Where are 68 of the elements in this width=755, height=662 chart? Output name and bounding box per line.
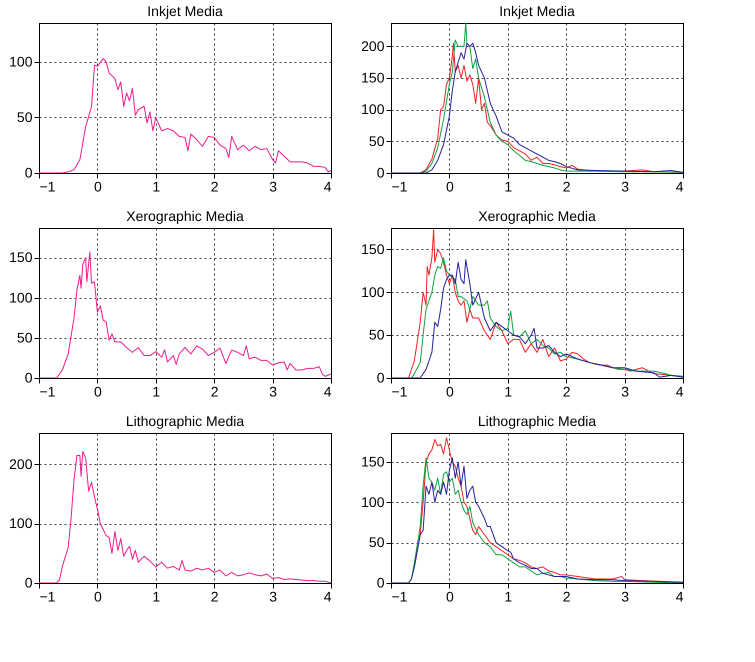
x-tick-label: 0 — [446, 384, 454, 400]
y-tick-label: 200 — [9, 456, 33, 472]
line-series — [39, 252, 331, 378]
x-tick-label: 4 — [324, 588, 332, 604]
chart-title: Xerographic Media — [126, 208, 244, 224]
line-series — [39, 58, 331, 173]
y-tick-label: 0 — [24, 370, 33, 386]
y-tick-label: 100 — [9, 53, 33, 70]
x-tick-label: 2 — [210, 588, 219, 604]
x-tick-label: −1 — [40, 178, 56, 194]
x-tick-label: 1 — [504, 588, 512, 604]
x-tick-label: 2 — [210, 384, 219, 400]
y-tick-label: 0 — [376, 370, 385, 386]
y-tick-label: 150 — [361, 240, 385, 257]
x-tick-label: −1 — [40, 588, 56, 604]
chart-title: Lithographic Media — [126, 413, 244, 429]
y-tick-label: 150 — [361, 70, 385, 86]
x-tick-label: 1 — [504, 384, 512, 400]
x-tick-label: 1 — [152, 178, 160, 194]
y-tick-label: 100 — [361, 101, 385, 118]
x-tick-label: 3 — [621, 588, 630, 604]
x-tick-label: 3 — [621, 384, 630, 400]
x-tick-label: 0 — [446, 588, 454, 604]
line-series — [39, 450, 331, 583]
x-tick-label: 3 — [269, 588, 278, 604]
y-tick-label: 100 — [9, 515, 33, 532]
x-tick-label: 3 — [621, 178, 630, 194]
y-tick-label: 0 — [376, 574, 385, 590]
y-tick-label: 0 — [24, 164, 33, 180]
x-tick-label: 1 — [504, 178, 512, 194]
x-tick-label: 2 — [562, 178, 571, 194]
y-tick-label: 100 — [9, 289, 33, 306]
x-tick-label: 2 — [210, 178, 219, 194]
chart-title: Inkjet Media — [147, 3, 223, 19]
x-tick-label: −1 — [40, 384, 56, 400]
y-tick-label: 50 — [368, 132, 385, 149]
x-tick-label: 4 — [676, 384, 684, 400]
x-tick-label: 4 — [676, 178, 684, 194]
y-tick-label: 200 — [361, 38, 385, 54]
x-tick-label: 3 — [269, 384, 278, 400]
y-tick-label: 50 — [368, 326, 385, 343]
x-tick-label: 4 — [676, 588, 684, 604]
x-tick-label: 3 — [269, 178, 278, 194]
x-tick-label: 0 — [94, 588, 102, 604]
chart-title: Inkjet Media — [499, 3, 575, 19]
chart-title: Lithographic Media — [478, 413, 596, 429]
y-tick-label: 0 — [24, 574, 33, 590]
x-tick-label: 4 — [324, 178, 332, 194]
x-tick-label: −1 — [392, 384, 408, 400]
y-tick-label: 150 — [361, 454, 385, 470]
x-tick-label: 2 — [562, 588, 571, 604]
y-tick-label: 50 — [368, 534, 385, 550]
y-tick-label: 50 — [16, 108, 33, 125]
x-tick-label: 4 — [324, 384, 332, 400]
y-tick-label: 0 — [376, 164, 385, 180]
y-tick-label: 100 — [361, 284, 385, 300]
x-tick-label: 1 — [152, 384, 160, 400]
x-tick-label: 0 — [446, 178, 454, 194]
y-tick-label: 100 — [361, 494, 385, 510]
y-tick-label: 150 — [9, 249, 33, 266]
x-tick-label: −1 — [392, 588, 408, 604]
x-tick-label: 1 — [152, 588, 160, 604]
x-tick-label: 0 — [94, 384, 102, 400]
x-tick-label: −1 — [392, 178, 408, 194]
chart-title: Xerographic Media — [478, 208, 596, 224]
x-tick-label: 0 — [94, 178, 102, 194]
y-tick-label: 50 — [16, 329, 33, 346]
x-tick-label: 2 — [562, 384, 571, 400]
